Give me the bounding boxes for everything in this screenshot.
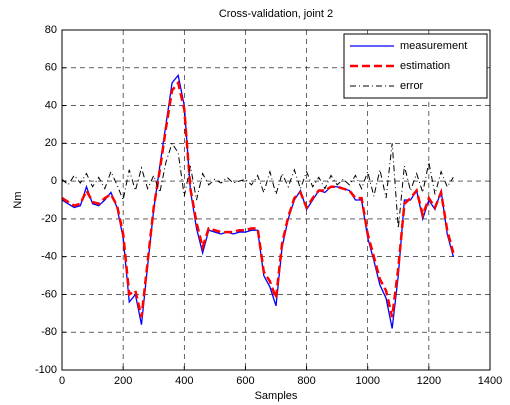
legend-label: measurement (400, 40, 467, 52)
y-tick-label: 60 (45, 62, 57, 74)
y-tick-label: -80 (41, 326, 57, 338)
y-axis-label: Nm (12, 191, 24, 208)
y-tick-label: -60 (41, 288, 57, 300)
y-tick-label: -20 (41, 213, 57, 225)
legend-label: error (400, 80, 424, 92)
x-tick-label: 400 (175, 375, 193, 387)
x-axis-label: Samples (255, 390, 298, 402)
x-tick-label: 200 (114, 375, 132, 387)
plot-frame (61, 29, 491, 371)
y-tick-label: 20 (45, 137, 57, 149)
x-tick-label: 600 (236, 375, 254, 387)
legend-label: estimation (400, 60, 450, 72)
x-tick-label: 1400 (478, 375, 502, 387)
data-line (61, 80, 455, 318)
x-tick-label: 1200 (417, 375, 441, 387)
y-tick-label: 80 (45, 24, 57, 36)
y-tick-label: 40 (45, 99, 57, 111)
chart-title: Cross-validation, joint 2 (219, 8, 333, 20)
y-tick-label: -40 (41, 251, 57, 263)
x-tick-label: 1000 (355, 375, 379, 387)
x-tick-label: 800 (297, 375, 315, 387)
y-tick-label: 0 (51, 175, 57, 187)
y-tick-label: -100 (35, 364, 57, 376)
data-line (61, 142, 454, 229)
x-tick-label: 0 (59, 375, 65, 387)
